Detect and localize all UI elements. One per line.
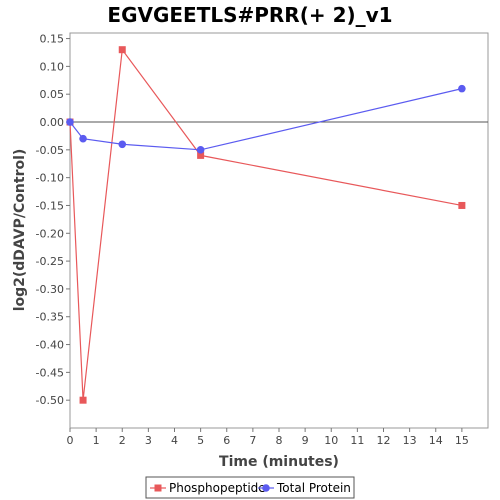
x-tick-label: 4 bbox=[171, 434, 178, 447]
series-layer bbox=[66, 46, 466, 404]
x-tick-label: 14 bbox=[429, 434, 443, 447]
y-tick-label: -0.10 bbox=[36, 172, 64, 185]
y-tick-label: -0.15 bbox=[36, 199, 64, 212]
x-tick-label: 3 bbox=[145, 434, 152, 447]
data-point-total-protein bbox=[79, 134, 87, 143]
legend-label-phosphopeptide: Phosphopeptide bbox=[169, 481, 266, 495]
x-tick-label: 11 bbox=[350, 434, 364, 447]
x-tick-label: 5 bbox=[197, 434, 204, 447]
x-tick-label: 15 bbox=[455, 434, 469, 447]
y-tick-label: 0.10 bbox=[40, 60, 65, 73]
data-point-phosphopeptide bbox=[458, 201, 466, 209]
y-tick-label: -0.50 bbox=[36, 394, 64, 407]
y-tick-label: -0.45 bbox=[36, 366, 64, 379]
x-tick-label: 13 bbox=[403, 434, 417, 447]
y-tick-label: 0.15 bbox=[40, 33, 65, 46]
data-point-total-protein bbox=[66, 118, 74, 126]
y-axis: 0.15 0.10 0.05 0.00 -0.05 -0.10 -0.15 -0.20 -0.2… bbox=[36, 33, 70, 407]
data-point-total-protein bbox=[458, 84, 466, 93]
x-tick-label: 6 bbox=[223, 434, 230, 447]
legend-label-total-protein: Total Protein bbox=[276, 481, 351, 495]
x-tick-label: 0 bbox=[67, 434, 74, 447]
x-axis-title: Time (minutes) bbox=[219, 454, 339, 470]
y-tick-label: -0.20 bbox=[36, 227, 64, 240]
x-tick-label: 8 bbox=[276, 434, 283, 447]
y-axis-title: log2(dDAVP/Control) bbox=[12, 149, 28, 312]
data-point-phosphopeptide bbox=[79, 396, 87, 404]
y-tick-label: -0.05 bbox=[36, 144, 64, 157]
data-point-total-protein bbox=[196, 146, 205, 154]
x-tick-label: 9 bbox=[302, 434, 309, 447]
data-point-phosphopeptide bbox=[118, 46, 126, 54]
y-tick-label: -0.35 bbox=[36, 311, 64, 324]
legend: Phosphopeptide Total Protein bbox=[150, 481, 351, 495]
y-tick-label: 0.00 bbox=[40, 116, 65, 129]
x-tick-label: 12 bbox=[377, 434, 391, 447]
x-tick-label: 7 bbox=[249, 434, 256, 447]
chart-title: EGVGEETLS#PRR(+ 2)_v1 bbox=[107, 3, 392, 27]
legend-box bbox=[145, 476, 355, 499]
x-tick-label: 1 bbox=[93, 434, 100, 447]
legend-marker-phosphopeptide bbox=[154, 484, 162, 492]
legend-marker-total-protein bbox=[262, 484, 270, 492]
y-tick-label: -0.25 bbox=[36, 255, 64, 268]
x-tick-label: 2 bbox=[119, 434, 126, 447]
y-tick-label: -0.30 bbox=[36, 283, 64, 296]
data-point-phosphopeptide bbox=[197, 151, 205, 159]
data-point-total-protein bbox=[118, 140, 127, 149]
x-axis: 0 1 2 3 4 5 6 7 8 9 10 11 12 13 14 15 bbox=[67, 428, 469, 447]
y-tick-label: -0.40 bbox=[36, 339, 64, 352]
x-tick-label: 10 bbox=[324, 434, 338, 447]
y-tick-label: 0.05 bbox=[40, 88, 65, 101]
plot-frame bbox=[69, 32, 489, 429]
